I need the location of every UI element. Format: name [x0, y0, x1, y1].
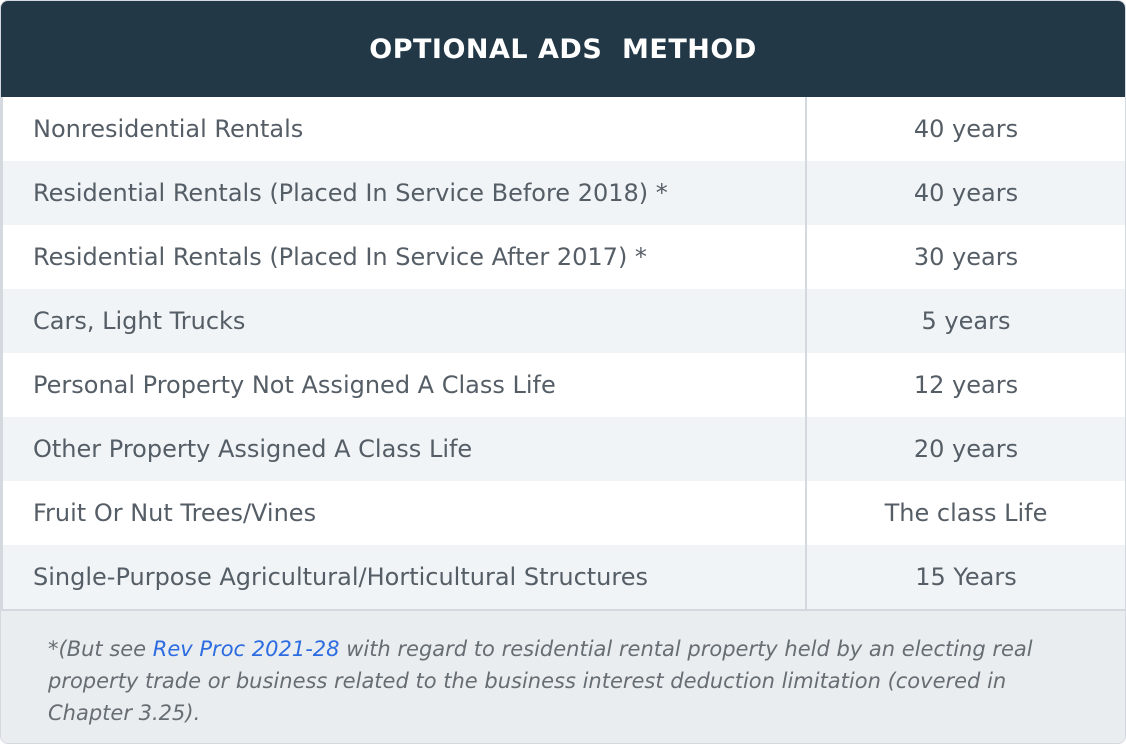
table-row: Residential Rentals (Placed In Service B…	[1, 161, 1125, 225]
table-row: Other Property Assigned A Class Life 20 …	[1, 417, 1125, 481]
property-type-cell: Nonresidential Rentals	[3, 97, 807, 161]
property-type-cell: Residential Rentals (Placed In Service A…	[3, 225, 807, 289]
recovery-period-cell: 40 years	[913, 115, 1019, 143]
recovery-period-table: Nonresidential Rentals 40 years Resident…	[1, 97, 1125, 609]
property-type-cell: Single-Purpose Agricultural/Horticultura…	[3, 545, 807, 609]
table-title: OPTIONAL ADS METHOD	[1, 1, 1125, 97]
table-row: Nonresidential Rentals 40 years	[1, 97, 1125, 161]
table-row: Fruit Or Nut Trees/Vines The class Life	[1, 481, 1125, 545]
recovery-period-cell: 40 years	[913, 179, 1019, 207]
footnote: *(But see Rev Proc 2021-28 with regard t…	[1, 609, 1125, 743]
property-type-cell: Other Property Assigned A Class Life	[3, 417, 807, 481]
footnote-prefix: *(But see	[48, 637, 153, 661]
property-type-cell: Cars, Light Trucks	[3, 289, 807, 353]
property-type-cell: Personal Property Not Assigned A Class L…	[3, 353, 807, 417]
recovery-period-cell: 12 years	[913, 371, 1019, 399]
table-row: Residential Rentals (Placed In Service A…	[1, 225, 1125, 289]
recovery-period-cell: 5 years	[921, 307, 1011, 335]
property-type-cell: Residential Rentals (Placed In Service B…	[3, 161, 807, 225]
table-row: Cars, Light Trucks 5 years	[1, 289, 1125, 353]
table-row: Single-Purpose Agricultural/Horticultura…	[1, 545, 1125, 609]
table-row: Personal Property Not Assigned A Class L…	[1, 353, 1125, 417]
recovery-period-cell: 20 years	[913, 435, 1019, 463]
property-type-cell: Fruit Or Nut Trees/Vines	[3, 481, 807, 545]
footnote-suffix: with regard to residential rental proper…	[48, 637, 1033, 725]
rev-proc-link[interactable]: Rev Proc 2021-28	[152, 637, 340, 661]
recovery-period-cell: 15 Years	[915, 563, 1017, 591]
recovery-period-cell: 30 years	[913, 243, 1019, 271]
recovery-period-cell: The class Life	[884, 499, 1048, 527]
